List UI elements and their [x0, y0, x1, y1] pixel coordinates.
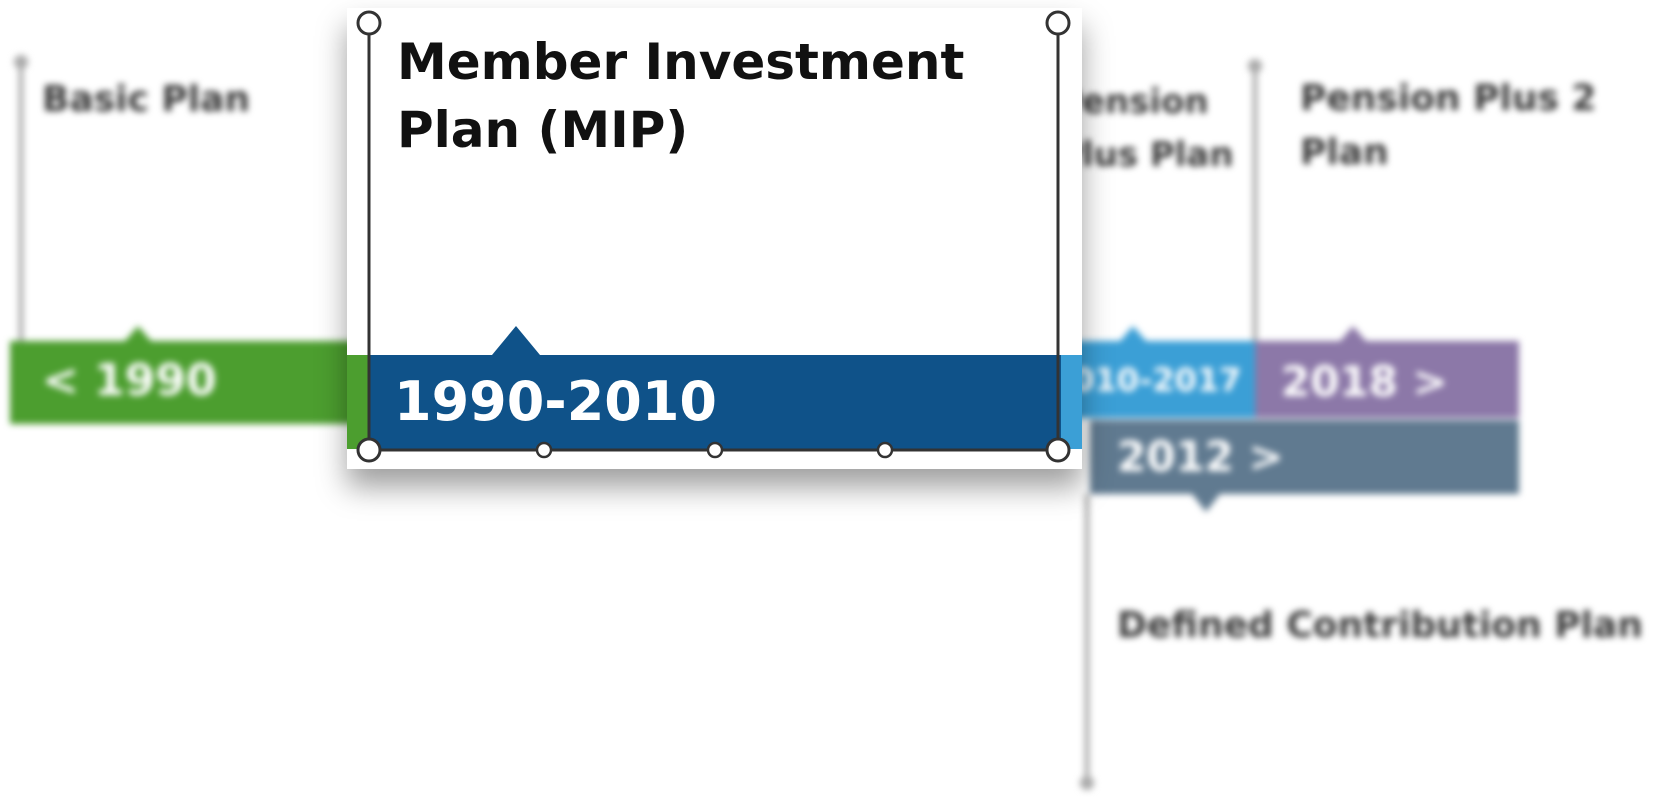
band-blue [347, 355, 1082, 449]
plan-name: Member Investment Plan (MIP) [397, 33, 965, 159]
pointer [1120, 326, 1146, 341]
resize-handle[interactable] [706, 441, 724, 459]
plan-period: < 1990 [42, 355, 217, 406]
pointer [492, 326, 540, 355]
plan-name: Defined Contribution Plan [1117, 605, 1643, 646]
resize-handle[interactable] [356, 437, 382, 463]
band-light-blue [1070, 341, 1255, 418]
pointer [125, 326, 151, 341]
band-green-edge [347, 355, 369, 449]
selected-card[interactable]: Member Investment Plan (MIP) 1990-2010 [347, 8, 1082, 469]
plan-period: 2018 > [1281, 357, 1448, 406]
band-purple [1255, 341, 1519, 418]
band-light-blue-edge [1061, 355, 1082, 449]
plan-period: 2012 > [1117, 432, 1284, 481]
card-shapes [347, 10, 1082, 463]
plan-name: Basic Plan [42, 79, 251, 120]
resize-handle[interactable] [356, 10, 382, 36]
resize-handle[interactable] [1045, 10, 1071, 36]
pointer [1340, 326, 1366, 341]
plan-name: Pension Plus 2 Plan [1300, 78, 1597, 173]
resize-handle[interactable] [876, 441, 894, 459]
stem-dot [14, 55, 28, 69]
band-green [10, 341, 370, 424]
resize-handle[interactable] [1045, 437, 1071, 463]
plan-period: 1990-2010 [394, 370, 717, 433]
resize-handle[interactable] [535, 441, 553, 459]
stem-dot [1248, 59, 1262, 73]
plan-name: Pension Plus Plan [1057, 82, 1234, 175]
stem-dot [1080, 776, 1094, 790]
band-slate [1090, 420, 1519, 494]
pointer [1192, 494, 1220, 512]
